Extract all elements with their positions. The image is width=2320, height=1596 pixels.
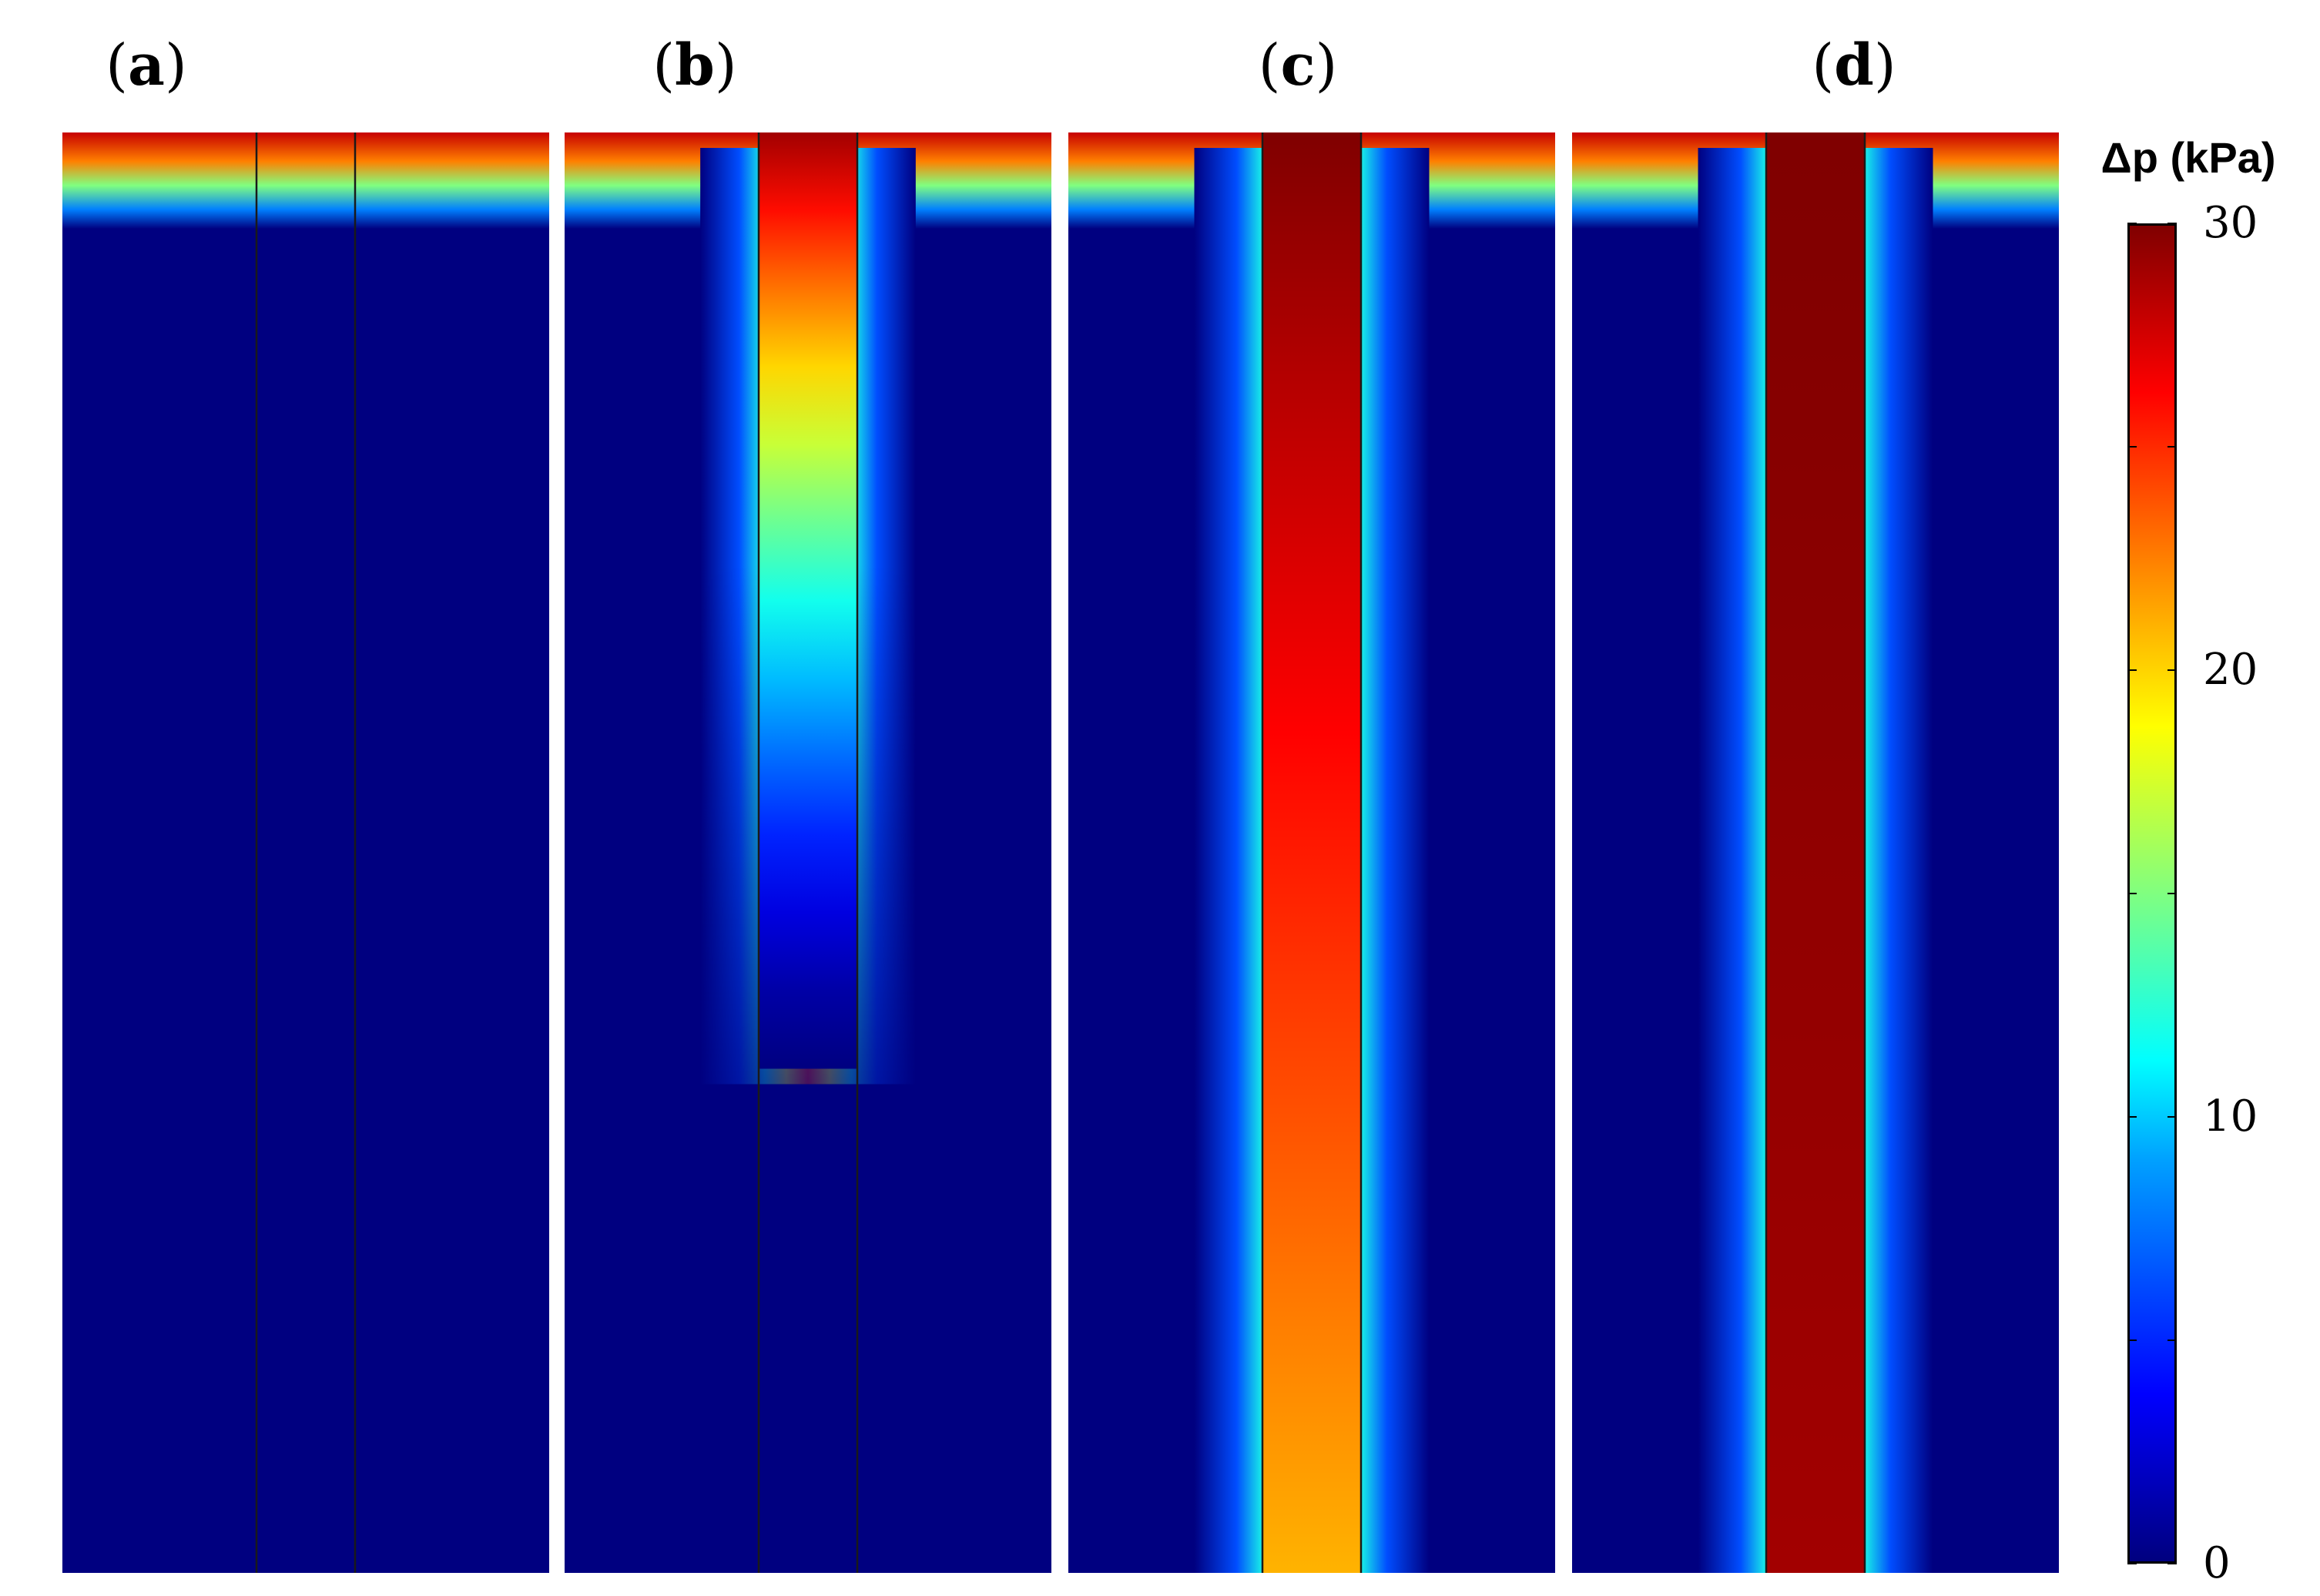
heatmap-panel-d [1572,132,2059,1573]
heatmap-svg-c [1068,132,1555,1573]
heatmap-svg-b [565,132,1051,1573]
colorbar-tick-label: 30 [2203,198,2258,248]
colorbar-tick [2127,1340,2177,1341]
heatmap-panel-c [1068,132,1555,1573]
surface-layer [62,132,549,229]
colorbar-tick-label: 10 [2203,1091,2258,1142]
colorbar-tick [2127,1563,2177,1564]
colorbar-tick-label: 0 [2203,1538,2231,1588]
shaft-column [1262,132,1361,1573]
colorbar-tick [2127,893,2177,894]
shaft-column [759,132,857,1069]
panel-label-a: (a) [106,32,187,99]
panel-label-d: (d) [1812,32,1896,99]
shaft-column [1766,132,1865,1573]
heatmap-panel-b [565,132,1051,1573]
heatmap-svg-d [1572,132,2059,1573]
background-field [62,132,549,1573]
colorbar-tick [2127,669,2177,671]
colorbar-tick [2127,446,2177,448]
colorbar-title: Δp (kPa) [2100,133,2276,182]
colorbar-tick-label: 20 [2203,645,2258,695]
colorbar-tick [2127,223,2177,224]
panel-label-b: (b) [652,32,737,99]
panel-label-c: (c) [1258,32,1338,99]
heatmap-panel-a [62,132,549,1573]
colorbar-tick [2127,1116,2177,1118]
heatmap-svg-a [62,132,549,1573]
